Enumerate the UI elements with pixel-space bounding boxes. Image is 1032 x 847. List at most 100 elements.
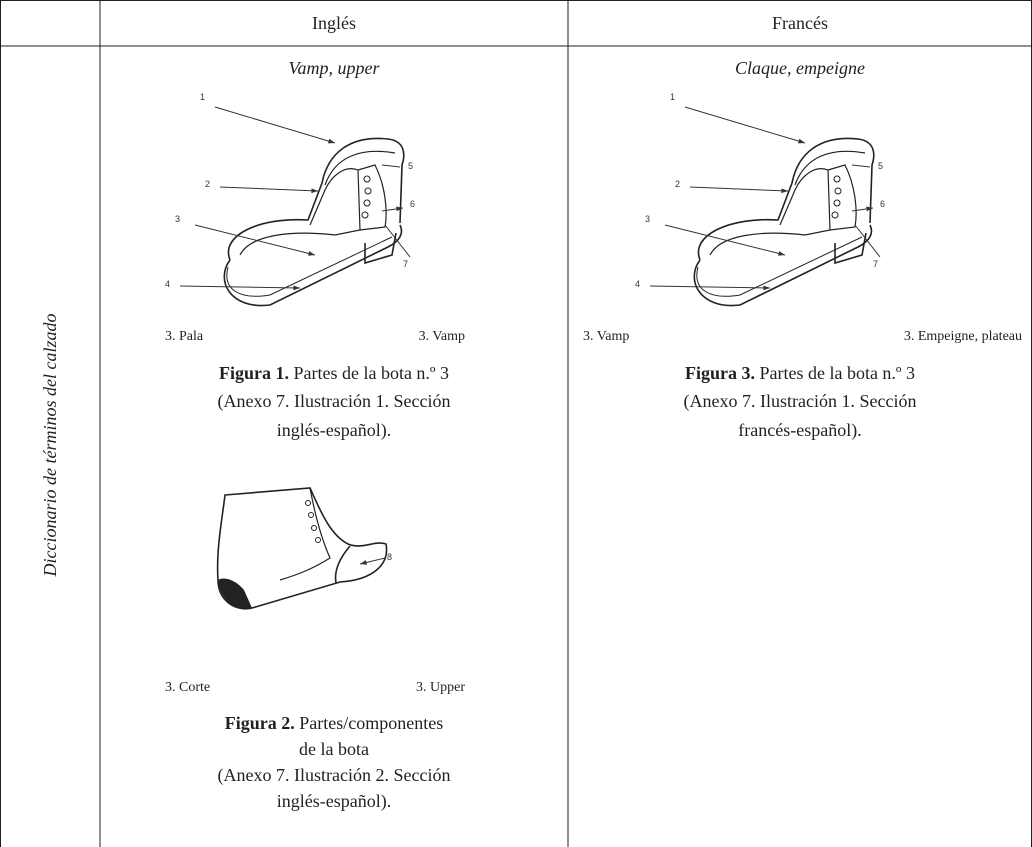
callout-line <box>649 285 771 289</box>
equivalent: 3. Corte <box>165 680 211 695</box>
equivalent: 3. Pala <box>165 329 204 344</box>
arrowhead <box>866 206 873 212</box>
boot-sole-edge <box>696 236 863 297</box>
eyelet <box>363 199 371 207</box>
eyelet <box>831 211 839 219</box>
arrowhead <box>798 138 805 144</box>
callout-number: 4 <box>165 279 170 289</box>
caption-text: Partes de la bota n.º 3 <box>293 363 450 383</box>
caption-line: (Anexo 7. Ilustración 1. Sección <box>683 391 917 411</box>
term: Vamp, upper <box>288 58 380 78</box>
boot-illustration: 8 <box>216 487 392 610</box>
callout-line <box>384 224 411 258</box>
caption-line: inglés-español). <box>276 420 392 440</box>
callout-number: 8 <box>387 552 392 562</box>
equivalent: 3. Upper <box>416 680 465 695</box>
eyelet <box>305 500 311 506</box>
callout-number: 2 <box>675 179 680 189</box>
callout-number: 3 <box>175 214 180 224</box>
eyelet <box>364 187 372 195</box>
callout-line <box>684 106 806 144</box>
boot-quarter <box>827 164 857 231</box>
callout-number: 7 <box>403 259 408 269</box>
callout-number: 7 <box>873 259 878 269</box>
arrowhead <box>360 560 367 565</box>
caption-line: Figura 1. Partes de la bota n.º 3 <box>219 363 449 383</box>
eyelet <box>315 537 321 543</box>
callout-number: 1 <box>200 92 205 102</box>
arrowhead <box>308 251 315 256</box>
callout-line <box>214 106 336 144</box>
boot-upper <box>227 137 405 261</box>
callout-line <box>854 224 881 258</box>
arrowhead <box>781 188 788 194</box>
equivalent: 3. Vamp <box>583 329 630 344</box>
arrowhead <box>396 206 403 212</box>
caption-label: Figura 2. <box>224 713 295 733</box>
caption-line: (Anexo 7. Ilustración 1. Sección <box>217 391 451 411</box>
arrowhead <box>328 138 335 144</box>
term: Claque, empeigne <box>735 58 865 78</box>
eyelet <box>363 175 371 183</box>
boot-upper <box>697 137 875 261</box>
callout-number: 5 <box>408 161 413 171</box>
arrowhead <box>778 251 785 256</box>
eyelet <box>834 187 842 195</box>
arrowhead <box>763 285 770 291</box>
caption-line: francés-español). <box>738 420 862 440</box>
boot-illustration: 1 2 3 4 5 6 7 <box>165 92 415 307</box>
caption-line: Figura 3. Partes de la bota n.º 3 <box>685 363 915 383</box>
callout-number: 5 <box>878 161 883 171</box>
eyelet <box>361 211 369 219</box>
boot-vamp-line <box>334 545 351 584</box>
arrowhead <box>293 285 300 291</box>
callout-line <box>194 224 316 256</box>
caption-label: Figura 1. <box>218 363 289 383</box>
equivalent: 3. Vamp <box>418 329 465 344</box>
boot-vamp <box>239 168 361 256</box>
eyelet <box>833 175 841 183</box>
boot-sole-edge <box>226 236 393 297</box>
eyelet <box>308 512 314 518</box>
callout-line <box>179 285 301 289</box>
caption-line: (Anexo 7. Ilustración 2. Sección <box>217 765 451 785</box>
boot-outline <box>216 487 388 610</box>
arrowhead <box>311 188 318 194</box>
boot-quarter-line <box>279 487 331 581</box>
callout-number: 3 <box>645 214 650 224</box>
boot-heel <box>218 578 252 609</box>
eyelet <box>311 525 317 531</box>
callout-line <box>851 164 871 168</box>
caption-text: Partes/componentes <box>299 713 444 733</box>
caption-text: Partes de la bota n.º 3 <box>759 363 916 383</box>
callout-line <box>689 186 789 192</box>
eyelet <box>833 199 841 207</box>
callout-line <box>664 224 786 256</box>
boot-illustration: 1 2 3 4 5 6 7 <box>635 92 885 307</box>
header-cell: Francés <box>772 13 828 33</box>
boot-collar <box>324 150 396 186</box>
callout-number: 2 <box>205 179 210 189</box>
caption-label: Figura 3. <box>684 363 755 383</box>
equivalent: 3. Empeigne, plateau <box>903 329 1022 344</box>
callout-number: 6 <box>880 199 885 209</box>
callout-number: 6 <box>410 199 415 209</box>
boot-sole <box>223 224 403 307</box>
boot-sole <box>693 224 873 307</box>
row-label: Diccionario de términos del calzado <box>40 313 60 577</box>
boot-quarter <box>357 164 387 231</box>
boot-heel <box>364 232 397 265</box>
boot-collar <box>794 150 866 186</box>
callout-line <box>381 164 401 168</box>
caption-line: Figura 2. Partes/componentes <box>225 713 443 733</box>
boot-vamp <box>709 168 831 256</box>
boot-heel <box>834 232 867 265</box>
caption-line: inglés-español). <box>276 791 392 811</box>
callout-number: 1 <box>670 92 675 102</box>
caption-line: de la bota <box>299 739 369 759</box>
header-cell: Inglés <box>312 13 356 33</box>
callout-number: 4 <box>635 279 640 289</box>
